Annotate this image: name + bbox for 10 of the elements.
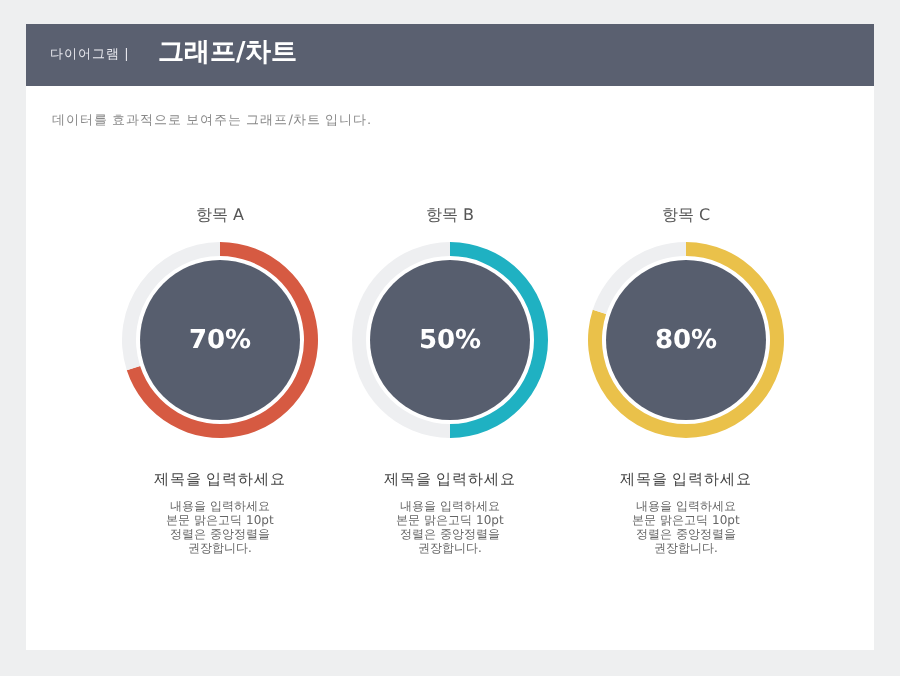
data-label: 70% [188, 326, 252, 356]
data-label: 50% [418, 326, 482, 356]
chart-title: 항목 C [659, 204, 713, 226]
data-label: 80% [654, 326, 718, 356]
donut-slice [126, 242, 318, 438]
chart-title: 항목 B [423, 204, 477, 226]
chart-title: 항목 A [193, 204, 246, 226]
donut-slice [592, 242, 686, 315]
text: 그래프/차트 [158, 36, 298, 70]
donut-slice [588, 242, 784, 438]
